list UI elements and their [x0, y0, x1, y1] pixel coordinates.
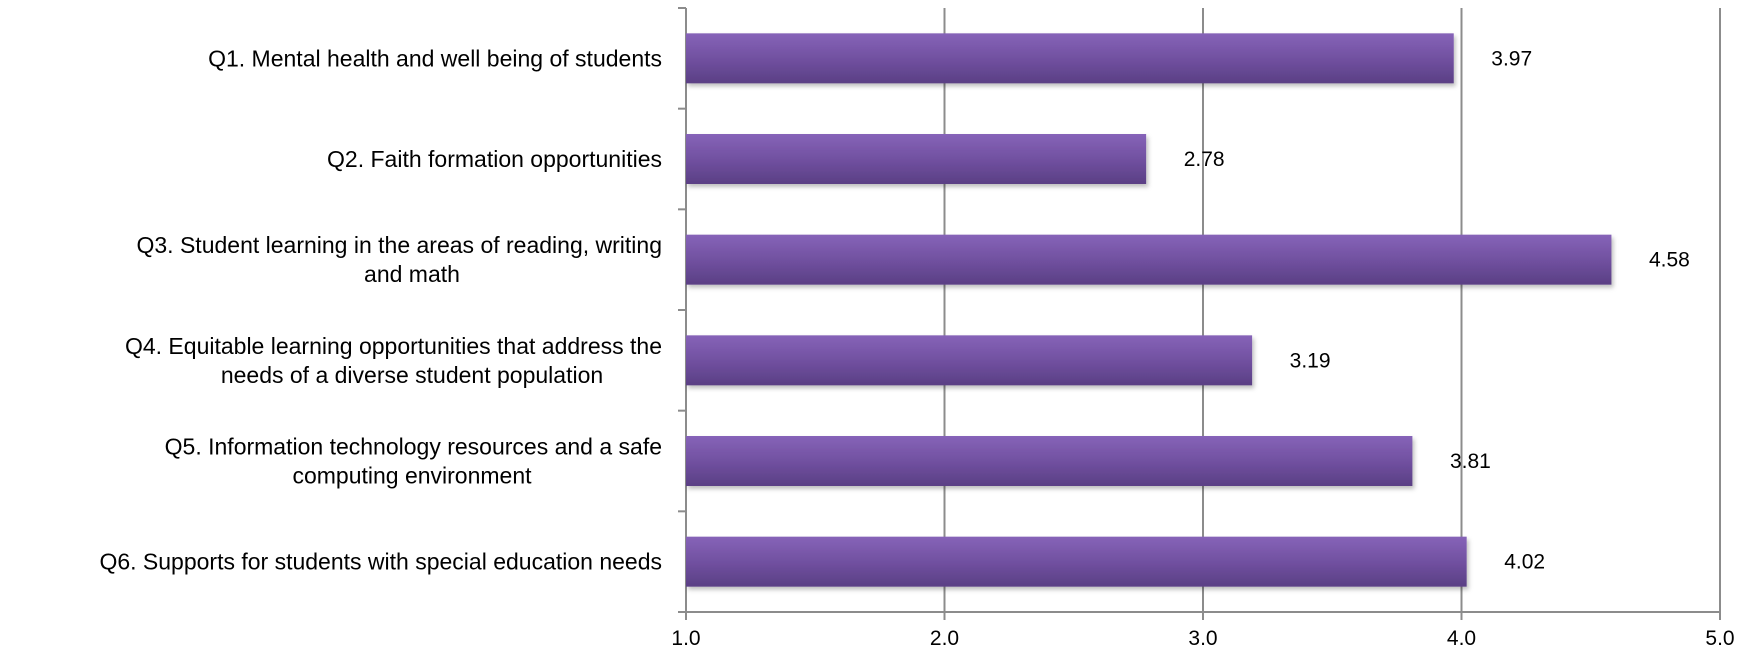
category-label-q2: Q2. Faith formation opportunities [327, 146, 662, 172]
labels: 1.0 2.0 3.0 4.0 5.0 3.97 Q1. Mental health and… [99, 45, 1734, 650]
category-label-q5: Q5. Information technology resources and… [165, 434, 662, 489]
value-label-q1: 3.97 [1491, 47, 1532, 70]
x-tick-label-0: 1.0 [671, 627, 700, 650]
x-tick-label-3: 4.0 [1447, 627, 1476, 650]
bar-q3 [686, 234, 1612, 285]
category-label-q6: Q6. Supports for students with special e… [99, 549, 662, 575]
bar-q4 [686, 335, 1253, 386]
category-label-q4: Q4. Equitable learning opportunities tha… [125, 333, 662, 388]
gridlines [685, 8, 1721, 612]
bar-q6 [686, 536, 1467, 587]
x-tick-label-1: 2.0 [930, 627, 959, 650]
bar-q5 [686, 436, 1413, 486]
x-tick-label-4: 5.0 [1705, 627, 1734, 650]
value-label-q6: 4.02 [1504, 551, 1545, 574]
category-label-q1: Q1. Mental health and well being of stud… [208, 45, 662, 71]
value-label-q3: 4.58 [1649, 249, 1690, 272]
x-tick-label-2: 3.0 [1188, 627, 1217, 650]
value-label-q4: 3.19 [1290, 349, 1331, 372]
value-label-q5: 3.81 [1450, 450, 1491, 473]
category-label-q3: Q3. Student learning in the areas of rea… [137, 232, 663, 287]
axes [678, 7, 1721, 620]
bar-q2 [686, 134, 1147, 184]
value-label-q2: 2.78 [1184, 148, 1225, 171]
bars [686, 33, 1612, 587]
bar-q1 [686, 33, 1454, 84]
